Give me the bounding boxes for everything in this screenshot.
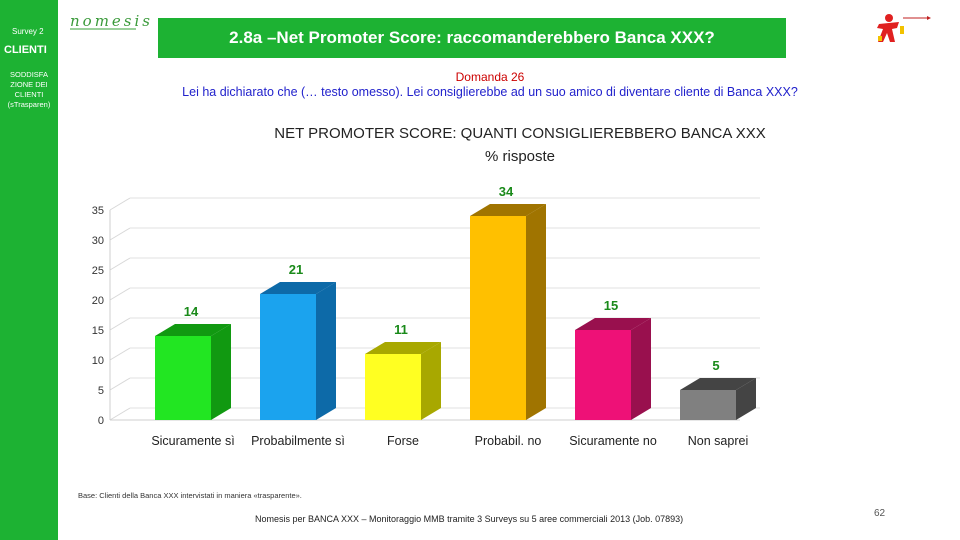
base-note: Base: Clienti della Banca XXX intervista…: [78, 491, 302, 500]
bar: [155, 336, 211, 420]
question-block: Domanda 26 Lei ha dichiarato che (… test…: [180, 70, 800, 100]
footer-text: Nomesis per BANCA XXX – Monitoraggio MMB…: [255, 514, 684, 524]
x-category-label: Sicuramente no: [569, 434, 657, 448]
bar-side: [316, 282, 336, 420]
gridline-diagonal: [109, 317, 131, 331]
gridline-diagonal: [109, 347, 131, 361]
y-tick-label: 15: [92, 325, 104, 337]
topic-note: (sTrasparen): [7, 100, 51, 109]
question-number: Domanda 26: [455, 70, 525, 84]
bar-value-label: 5: [712, 358, 719, 373]
bar-top: [470, 204, 546, 216]
bar: [680, 390, 736, 420]
gridline-diagonal: [109, 377, 131, 391]
bar-side: [421, 342, 441, 420]
mascot-icon: [877, 14, 931, 42]
survey-label: Survey 2: [12, 27, 44, 36]
bar: [260, 294, 316, 420]
section-label: CLIENTI: [4, 44, 47, 56]
bar-side: [736, 378, 756, 420]
slide-title: 2.8a –Net Promoter Score: raccomanderebb…: [158, 18, 786, 58]
x-category-label: Forse: [387, 434, 419, 448]
y-tick-label: 30: [92, 235, 104, 247]
logo-underline: [70, 28, 136, 30]
x-category-label: Non saprei: [688, 434, 748, 448]
y-tick-label: 25: [92, 265, 104, 277]
bar-value-label: 11: [394, 322, 408, 337]
sidebar: Survey 2 CLIENTI SODDISFA ZIONE DEI CLIE…: [0, 0, 58, 540]
y-tick-label: 0: [98, 415, 104, 427]
y-tick-label: 20: [92, 295, 104, 307]
bar-side: [526, 204, 546, 420]
chart-title: NET PROMOTER SCORE: QUANTI CONSIGLIEREBB…: [230, 122, 810, 168]
bar-top: [365, 342, 441, 354]
bar: [575, 330, 631, 420]
gridline-diagonal: [109, 227, 131, 241]
page-number: 62: [874, 508, 886, 519]
chart-title-main: NET PROMOTER SCORE: QUANTI CONSIGLIEREBB…: [274, 125, 766, 142]
x-category-label: Probabilmente sì: [251, 434, 345, 448]
bar-value-label: 21: [289, 262, 303, 277]
y-tick-label: 5: [98, 385, 104, 397]
gridline-diagonal: [109, 407, 131, 421]
x-category-label: Probabil. no: [475, 434, 542, 448]
chart-title-sub: % risposte: [484, 148, 556, 165]
bar-side: [631, 318, 651, 420]
question-text: Lei ha dichiarato che (… testo omesso). …: [182, 85, 798, 99]
gridline-diagonal: [109, 257, 131, 271]
bar-value-label: 34: [499, 184, 514, 199]
gridline-diagonal: [109, 197, 131, 211]
bar-chart: 0 5 10 15 20 25 30 35 14 Sicuramente sì 21 Probabil…: [92, 184, 760, 448]
topic-label: SODDISFA ZIONE DEI CLIENTI (sTrasparen): [3, 70, 55, 110]
bar-value-label: 15: [604, 298, 618, 313]
bar-top: [260, 282, 336, 294]
bar-top: [680, 378, 756, 390]
topic-text: SODDISFA ZIONE DEI CLIENTI: [10, 70, 48, 99]
bar: [470, 216, 526, 420]
bar-side: [211, 324, 231, 420]
bar-top: [155, 324, 231, 336]
bar-value-label: 14: [184, 304, 199, 319]
bar: [365, 354, 421, 420]
bar-top: [575, 318, 651, 330]
y-tick-label: 10: [92, 355, 104, 367]
nomesis-logo: nomesis: [70, 12, 153, 30]
x-category-label: Sicuramente sì: [151, 434, 234, 448]
gridline-diagonal: [109, 287, 131, 301]
y-tick-label: 35: [92, 205, 104, 217]
